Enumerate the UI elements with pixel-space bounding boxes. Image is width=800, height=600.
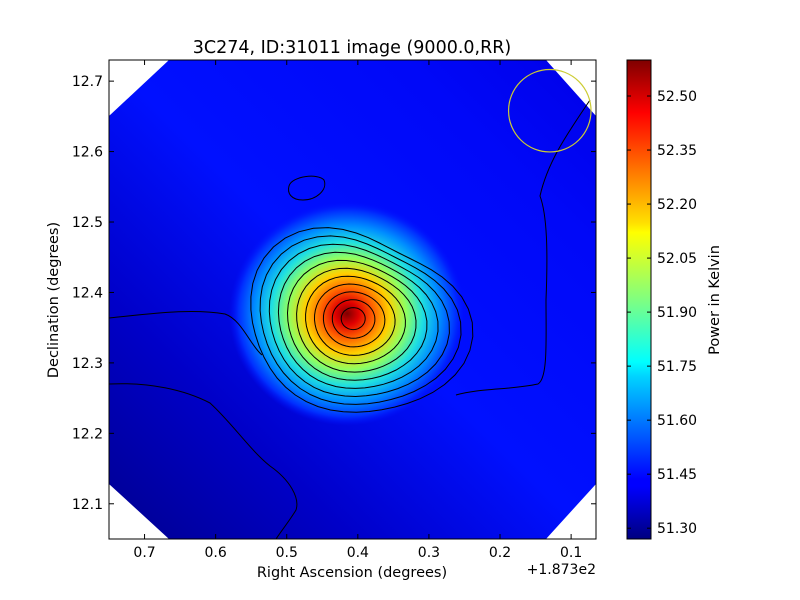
colorbar (626, 59, 652, 540)
contour-ring (259, 235, 462, 405)
colorbar-tick-label: 51.30 (657, 521, 697, 537)
colorbar-tick-label: 51.75 (657, 359, 697, 375)
colorbar-label: Power in Kelvin (707, 245, 723, 355)
y-axis-label: Declination (degrees) (46, 222, 62, 378)
y-tick-label: 12.2 (72, 426, 103, 442)
contour-ring (331, 299, 376, 339)
colorbar-ticks: 51.30 51.45 51.60 51.75 51.90 52.05 52.20 52.35… (627, 89, 697, 537)
x-tick-label: 0.4 (347, 545, 369, 561)
colorbar-tick-label: 51.60 (657, 413, 697, 429)
plot-frame (108, 59, 597, 540)
y-tick-label: 12.4 (72, 285, 103, 301)
x-axis-ticks: 0.7 0.6 0.5 0.4 0.3 0.2 0.1 (133, 60, 582, 561)
colorbar-tick-label: 52.05 (657, 251, 697, 267)
colorbar-tick-label: 52.50 (657, 89, 697, 105)
beam-circle (507, 68, 592, 153)
x-axis-label: Right Ascension (degrees) (257, 565, 447, 581)
contour-ring (340, 307, 366, 331)
y-tick-label: 12.6 (72, 145, 103, 161)
contour-lines (250, 227, 474, 413)
x-tick-label: 0.2 (489, 545, 511, 561)
x-tick-label: 0.6 (205, 545, 227, 561)
contour-outer-east (109, 99, 591, 396)
chart-title: 3C274, ID:31011 image (9000.0,RR) (193, 38, 512, 58)
x-tick-label: 0.7 (133, 545, 155, 561)
y-axis-ticks: 12.1 12.2 12.3 12.4 12.5 12.6 12.7 (72, 74, 596, 513)
colorbar-tick-label: 52.35 (657, 143, 697, 159)
contour-ring (322, 291, 386, 348)
contour-ring (277, 251, 439, 389)
x-tick-label: 0.3 (418, 545, 440, 561)
contour-ring (313, 283, 396, 356)
heatmap-source-emission (229, 201, 466, 426)
x-tick-label: 0.1 (560, 545, 582, 561)
x-tick-label: 0.5 (276, 545, 298, 561)
contour-small-island (288, 175, 326, 201)
y-tick-label: 12.3 (72, 356, 103, 372)
y-tick-label: 12.1 (72, 497, 103, 513)
contour-ring (250, 227, 474, 413)
contour-ring (268, 243, 450, 398)
colorbar-tick-label: 51.45 (657, 467, 697, 483)
colorbar-tick-label: 52.20 (657, 197, 697, 213)
contour-outer-southwest (109, 383, 298, 539)
colorbar-tick-label: 51.90 (657, 305, 697, 321)
contour-ring (305, 275, 406, 365)
y-tick-label: 12.5 (72, 215, 103, 231)
contour-ring (286, 259, 428, 381)
contour-ring (296, 267, 417, 373)
x-axis-offset: +1.873e2 (527, 562, 596, 578)
y-tick-label: 12.7 (72, 74, 103, 90)
